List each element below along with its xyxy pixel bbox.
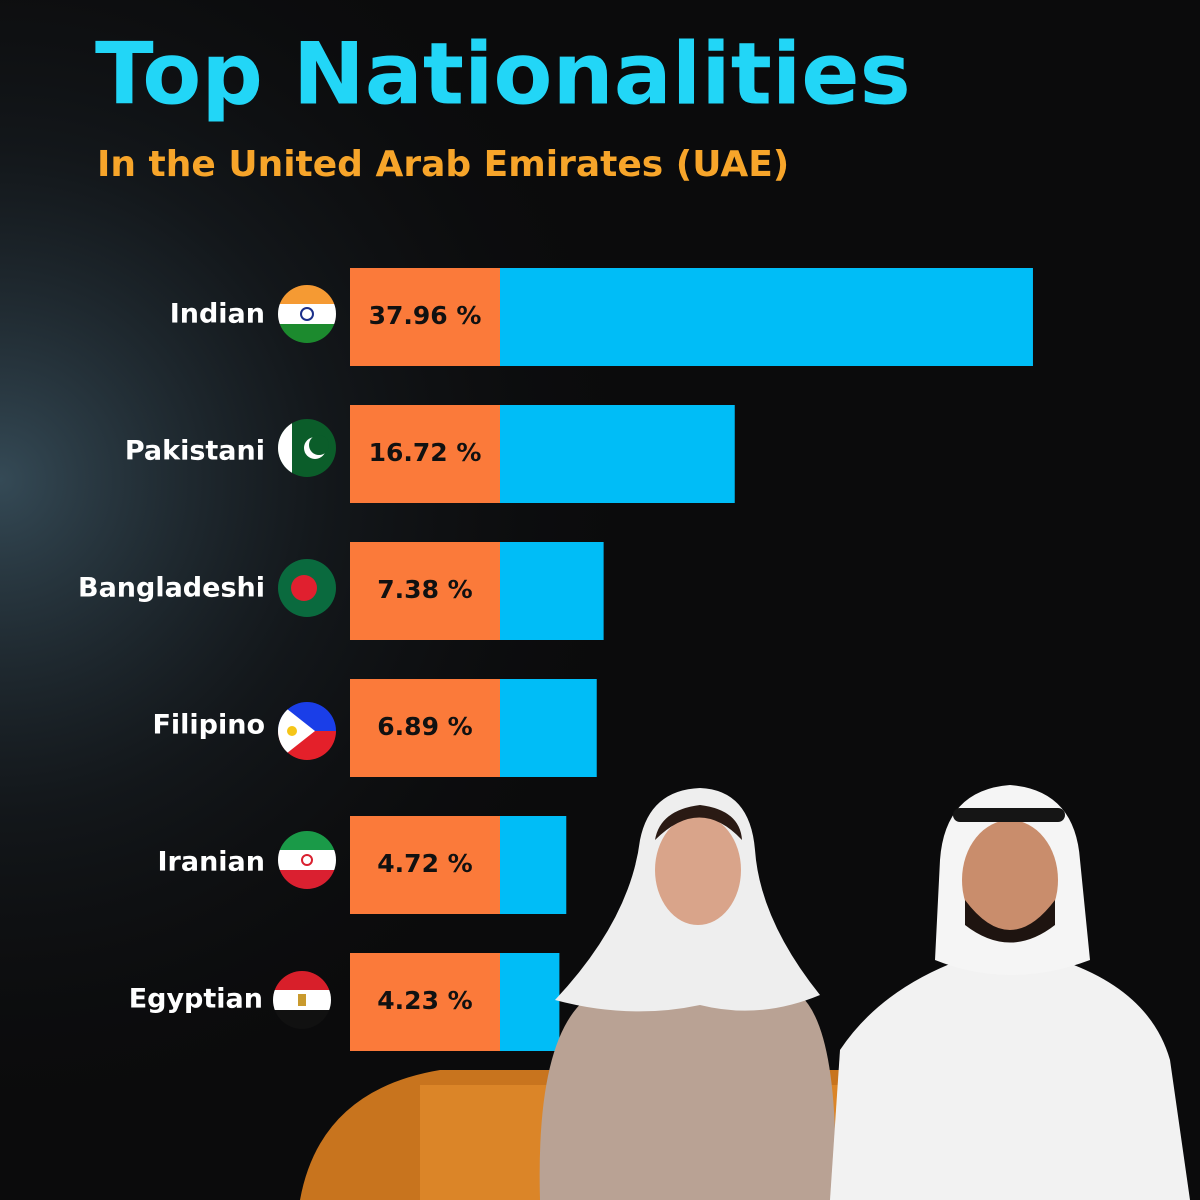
- category-label: Iranian: [158, 847, 266, 878]
- flag-bangladesh: [278, 559, 336, 617]
- bar: [500, 953, 560, 1051]
- chart-subtitle: In the United Arab Emirates (UAE): [97, 144, 789, 185]
- bars: 37.96 % Indian 16.72 % Pakistani 7.38 % Bangl…: [78, 268, 1033, 1051]
- value-label: 4.23 %: [377, 986, 472, 1015]
- bar: [500, 405, 735, 503]
- value-label-box: [350, 268, 500, 366]
- category-label: Bangladeshi: [78, 573, 265, 604]
- photo: [300, 785, 1190, 1200]
- value-label: 37.96 %: [369, 301, 482, 330]
- value-label: 6.89 %: [377, 712, 472, 741]
- flag-iran: [278, 831, 336, 889]
- bar: [500, 679, 597, 777]
- value-label: 16.72 %: [369, 438, 482, 467]
- value-label-box: [350, 405, 500, 503]
- flag-india: [278, 285, 336, 343]
- chart-title: Top Nationalities: [95, 24, 911, 124]
- value-label: 7.38 %: [377, 575, 472, 604]
- category-label: Indian: [170, 299, 265, 330]
- category-label: Egyptian: [129, 984, 263, 1015]
- bar: [500, 542, 604, 640]
- category-label: Filipino: [152, 710, 265, 741]
- value-label-box: [350, 953, 500, 1051]
- value-label-box: [350, 679, 500, 777]
- category-label: Pakistani: [125, 436, 265, 467]
- value-label-box: [350, 816, 500, 914]
- value-label-box: [350, 542, 500, 640]
- value-label: 4.72 %: [377, 849, 472, 878]
- bar: [500, 816, 567, 914]
- bar: [500, 268, 1033, 366]
- flag-egypt: [273, 971, 331, 1029]
